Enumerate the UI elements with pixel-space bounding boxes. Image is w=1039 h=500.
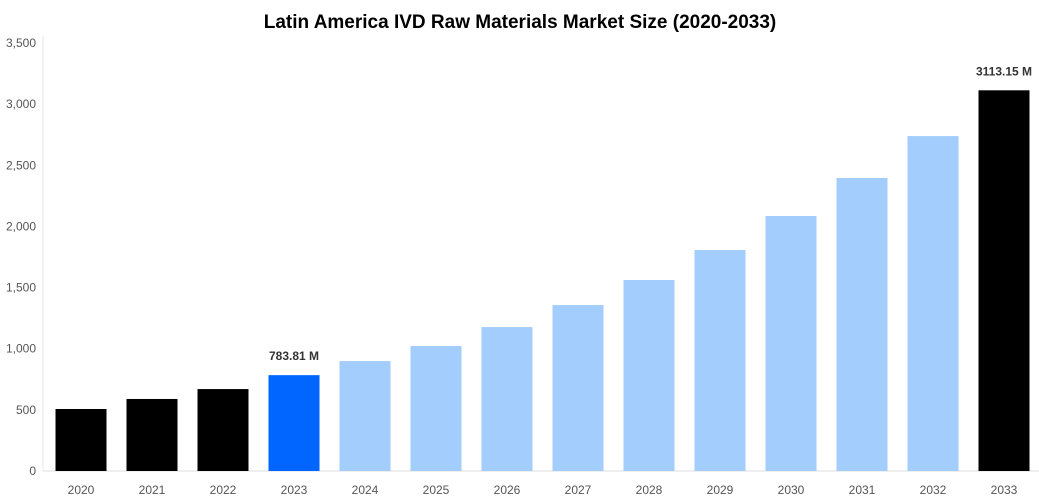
x-tick-label: 2021 — [139, 483, 166, 497]
bar-2030 — [765, 216, 817, 471]
bar-2025 — [410, 346, 462, 471]
bar-2020 — [55, 409, 107, 471]
bar-2021 — [126, 398, 178, 471]
x-tick-label: 2024 — [352, 483, 379, 497]
y-tick-label: 2,500 — [6, 158, 36, 172]
bar-2023 — [268, 375, 320, 471]
bar-2022 — [197, 389, 249, 471]
x-tick-label: 2022 — [210, 483, 237, 497]
x-tick-label: 2025 — [423, 483, 450, 497]
bar-2027 — [552, 305, 604, 471]
x-tick-label: 2023 — [281, 483, 308, 497]
data-label: 783.81 M — [269, 349, 319, 363]
y-tick-label: 3,500 — [6, 36, 36, 50]
y-tick-label: 1,500 — [6, 281, 36, 295]
x-tick-label: 2026 — [494, 483, 521, 497]
x-tick-label: 2031 — [849, 483, 876, 497]
y-tick-label: 1,000 — [6, 342, 36, 356]
x-tick-label: 2030 — [778, 483, 805, 497]
y-tick-label: 3,000 — [6, 97, 36, 111]
bar-2026 — [481, 327, 533, 471]
chart-title: Latin America IVD Raw Materials Market S… — [264, 12, 777, 33]
data-label: 3113.15 M — [976, 64, 1032, 78]
bar-2028 — [623, 279, 675, 471]
bar-2029 — [694, 250, 746, 471]
bar-2032 — [907, 136, 959, 471]
y-tick-label: 500 — [16, 403, 36, 417]
y-tick-label: 2,000 — [6, 219, 36, 233]
x-tick-label: 2033 — [991, 483, 1018, 497]
x-tick-label: 2029 — [707, 483, 734, 497]
x-tick-label: 2032 — [920, 483, 947, 497]
y-tick-label: 0 — [29, 464, 36, 478]
x-tick-label: 2027 — [565, 483, 592, 497]
x-tick-label: 2020 — [68, 483, 95, 497]
x-tick-label: 2028 — [636, 483, 663, 497]
bar-2024 — [339, 361, 391, 471]
bar-2033 — [978, 90, 1030, 472]
bar-2031 — [836, 178, 888, 472]
